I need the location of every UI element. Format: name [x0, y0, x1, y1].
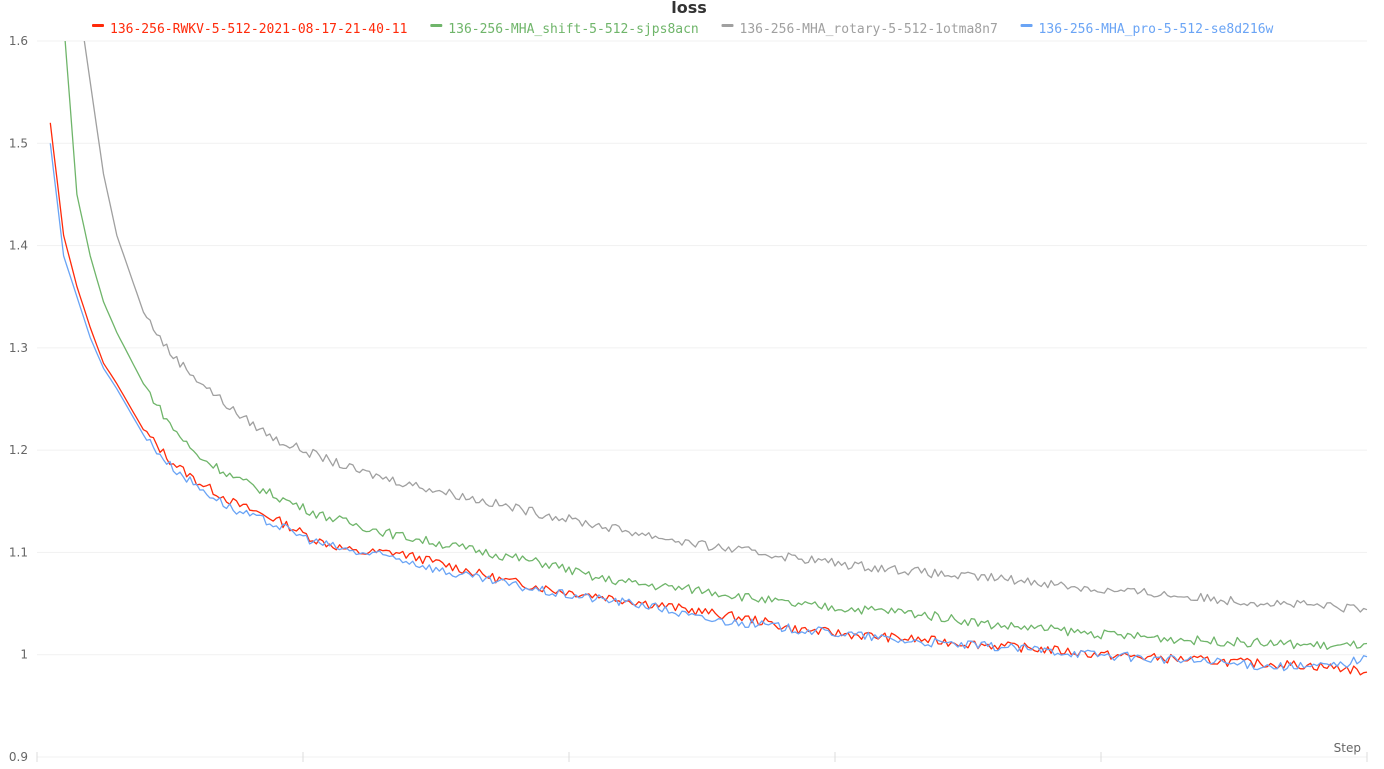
- y-tick-label: 1.2: [9, 443, 28, 457]
- series-line-3: [49, 143, 1368, 672]
- y-tick-label: 1.1: [9, 545, 28, 559]
- legend: 136-256-RWKV-5-512-2021-08-17-21-40-11 13…: [92, 22, 1274, 37]
- y-tick-label: 0.9: [9, 750, 28, 764]
- y-tick-label: 1: [20, 648, 28, 662]
- x-axis: [36, 752, 1368, 762]
- series-lines: [49, 41, 1368, 676]
- chart-title: loss: [671, 0, 707, 17]
- y-tick-label: 1.5: [9, 136, 28, 150]
- y-tick-label: 1.4: [9, 239, 28, 253]
- y-axis: 1.6 1.5 1.4 1.3 1.2 1.1 1 0.9: [9, 34, 28, 764]
- gridlines: [37, 40, 1367, 758]
- y-tick-label: 1.6: [9, 34, 28, 48]
- series-line-2: [83, 41, 1368, 613]
- series-line-0: [49, 122, 1368, 676]
- legend-swatch: [721, 24, 734, 27]
- y-tick-label: 1.3: [9, 341, 28, 355]
- legend-swatch: [92, 24, 104, 27]
- legend-entry: 136-256-MHA_shift-5-512-sjps8acn: [448, 22, 698, 37]
- legend-swatch: [1020, 24, 1033, 27]
- legend-swatch: [430, 24, 443, 27]
- legend-entry: 136-256-MHA_pro-5-512-se8d216w: [1039, 22, 1274, 37]
- x-axis-label: Step: [1334, 741, 1361, 755]
- series-line-1: [64, 41, 1368, 650]
- legend-entry: 136-256-MHA_rotary-5-512-1otma8n7: [740, 22, 998, 37]
- legend-entry: 136-256-RWKV-5-512-2021-08-17-21-40-11: [110, 22, 407, 37]
